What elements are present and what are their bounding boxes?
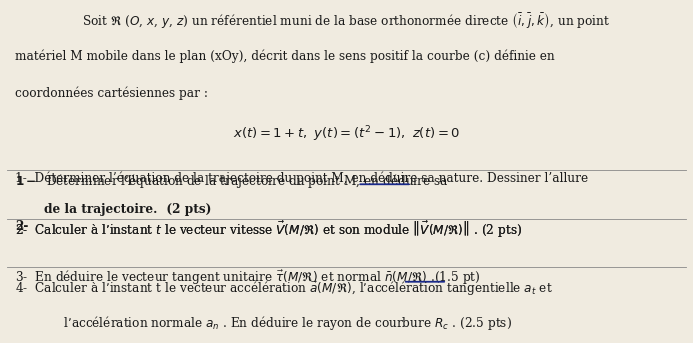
Text: 2-: 2- [15,220,28,233]
Text: 3-  En déduire le vecteur tangent unitaire $\vec{\tau}(M/\mathfrak{R})$ et norma: 3- En déduire le vecteur tangent unitair… [15,269,481,287]
Text: Soit $\mathfrak{R}$ ($O$, $x$, $y$, $z$) un référentiel muni de la base orthonor: Soit $\mathfrak{R}$ ($O$, $x$, $y$, $z$)… [82,12,611,31]
Text: 4-  Calculer à l’instant t le vecteur accélération $\vec{a}(M/\mathfrak{R})$, l’: 4- Calculer à l’instant t le vecteur acc… [15,280,553,298]
Text: matériel M mobile dans le plan (xOy), décrit dans le sens positif la courbe (c) : matériel M mobile dans le plan (xOy), dé… [15,50,554,63]
Text: 2-  Calculer à l’instant $t$ le vecteur vitesse $\vec{V}(M/\mathfrak{R})$ et son: 2- Calculer à l’instant $t$ le vecteur v… [15,220,523,240]
Text: $\mathbf{1-}$  Déterminer l’équation de la trajectoire du point M, en déduire sa: $\mathbf{1-}$ Déterminer l’équation de l… [15,172,449,189]
Text: coordonnées cartésiennes par :: coordonnées cartésiennes par : [15,87,208,100]
Text: de la trajectoire.   (2 pts): de la trajectoire. (2 pts) [44,203,211,216]
Text: l’accélération normale $a_n$ . En déduire le rayon de courbure $R_c$ . (2.5 pts): l’accélération normale $a_n$ . En déduir… [44,314,512,332]
Text: 2-  Calculer à l’instant $t$ le vecteur vitesse $\vec{V}(M/\mathfrak{R})$ et son: 2- Calculer à l’instant $t$ le vecteur v… [15,220,523,240]
Text: $x(t) = 1+t,\ y(t) = (t^2 - 1),\ z(t) = 0$: $x(t) = 1+t,\ y(t) = (t^2 - 1),\ z(t) = … [233,125,460,144]
Text: 1-  Déterminer l’équation de la trajectoire du point M, en déduire sa nature. De: 1- Déterminer l’équation de la trajectoi… [15,172,588,185]
